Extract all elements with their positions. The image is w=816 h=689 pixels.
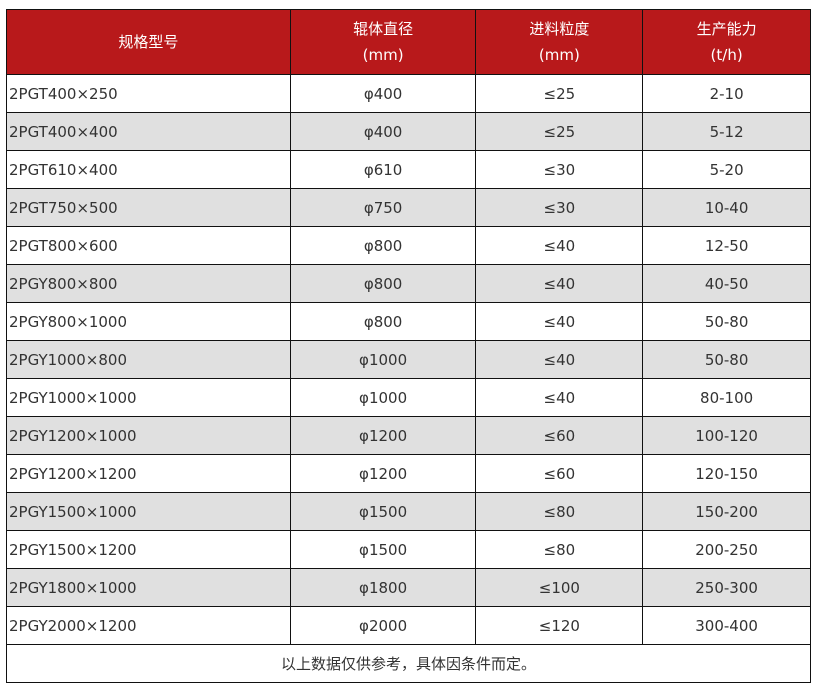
capacity-cell: 250-300 bbox=[642, 568, 811, 607]
header-text: (mm) bbox=[362, 46, 404, 64]
feed-size-cell: ≤25 bbox=[475, 112, 644, 151]
table-row: 2PGT400×250 φ400 ≤25 2-10 bbox=[6, 74, 811, 113]
feed-size-cell: ≤80 bbox=[475, 530, 644, 569]
feed-size-cell: ≤40 bbox=[475, 302, 644, 341]
diameter-cell: φ800 bbox=[289, 226, 477, 265]
diameter-cell: φ400 bbox=[289, 74, 477, 113]
model-cell: 2PGT750×500 bbox=[6, 188, 291, 227]
model-cell: 2PGT800×600 bbox=[6, 226, 291, 265]
model-cell: 2PGY800×800 bbox=[6, 264, 291, 303]
model-cell: 2PGT610×400 bbox=[6, 150, 291, 189]
model-cell: 2PGY1200×1200 bbox=[6, 454, 291, 493]
table-row: 2PGT400×400 φ400 ≤25 5-12 bbox=[6, 112, 811, 151]
diameter-cell: φ1000 bbox=[289, 340, 477, 379]
table-row: 2PGY1000×1000 φ1000 ≤40 80-100 bbox=[6, 378, 811, 417]
capacity-cell: 2-10 bbox=[642, 74, 811, 113]
diameter-cell: φ400 bbox=[289, 112, 477, 151]
feed-size-cell: ≤25 bbox=[475, 74, 644, 113]
table-row: 2PGT610×400 φ610 ≤30 5-20 bbox=[6, 150, 811, 189]
model-cell: 2PGY1800×1000 bbox=[6, 568, 291, 607]
model-cell: 2PGY1200×1000 bbox=[6, 416, 291, 455]
diameter-cell: φ800 bbox=[289, 302, 477, 341]
table-row: 2PGY1500×1000 φ1500 ≤80 150-200 bbox=[6, 492, 811, 531]
capacity-cell: 50-80 bbox=[642, 340, 811, 379]
table-row: 2PGY1200×1000 φ1200 ≤60 100-120 bbox=[6, 416, 811, 455]
diameter-cell: φ1800 bbox=[289, 568, 477, 607]
diameter-cell: φ2000 bbox=[289, 606, 477, 645]
feed-size-cell: ≤60 bbox=[475, 454, 644, 493]
table-row: 2PGY1800×1000 φ1800 ≤100 250-300 bbox=[6, 568, 811, 607]
column-header: 规格型号 bbox=[6, 9, 291, 75]
feed-size-cell: ≤100 bbox=[475, 568, 644, 607]
table-row: 2PGT800×600 φ800 ≤40 12-50 bbox=[6, 226, 811, 265]
column-header: 辊体直径 (mm) bbox=[289, 9, 477, 75]
capacity-cell: 150-200 bbox=[642, 492, 811, 531]
capacity-cell: 120-150 bbox=[642, 454, 811, 493]
capacity-cell: 40-50 bbox=[642, 264, 811, 303]
footer-note: 以上数据仅供参考，具体因条件而定。 bbox=[6, 644, 811, 683]
table-row: 2PGY800×800 φ800 ≤40 40-50 bbox=[6, 264, 811, 303]
feed-size-cell: ≤40 bbox=[475, 226, 644, 265]
capacity-cell: 80-100 bbox=[642, 378, 811, 417]
header-row: 规格型号 辊体直径 (mm) 进料粒度 (mm) 生产能力 (t/h) bbox=[6, 9, 811, 75]
capacity-cell: 100-120 bbox=[642, 416, 811, 455]
capacity-cell: 50-80 bbox=[642, 302, 811, 341]
header-text: 进料粒度 bbox=[529, 20, 590, 38]
capacity-cell: 5-12 bbox=[642, 112, 811, 151]
table-row: 2PGY1200×1200 φ1200 ≤60 120-150 bbox=[6, 454, 811, 493]
header-text: 生产能力 bbox=[696, 20, 757, 38]
diameter-cell: φ800 bbox=[289, 264, 477, 303]
diameter-cell: φ610 bbox=[289, 150, 477, 189]
table-row: 2PGY2000×1200 φ2000 ≤120 300-400 bbox=[6, 606, 811, 645]
table-row: 2PGY1500×1200 φ1500 ≤80 200-250 bbox=[6, 530, 811, 569]
column-header: 生产能力 (t/h) bbox=[642, 9, 811, 75]
header-text: 规格型号 bbox=[118, 33, 179, 51]
model-cell: 2PGY1500×1000 bbox=[6, 492, 291, 531]
diameter-cell: φ1000 bbox=[289, 378, 477, 417]
diameter-cell: φ1500 bbox=[289, 492, 477, 531]
diameter-cell: φ750 bbox=[289, 188, 477, 227]
table-row: 2PGY800×1000 φ800 ≤40 50-80 bbox=[6, 302, 811, 341]
spec-table: 规格型号 辊体直径 (mm) 进料粒度 (mm) 生产能力 (t/h) 2PGT400×25… bbox=[6, 9, 811, 683]
capacity-cell: 200-250 bbox=[642, 530, 811, 569]
model-cell: 2PGY1000×1000 bbox=[6, 378, 291, 417]
model-cell: 2PGY2000×1200 bbox=[6, 606, 291, 645]
model-cell: 2PGY1500×1200 bbox=[6, 530, 291, 569]
capacity-cell: 12-50 bbox=[642, 226, 811, 265]
feed-size-cell: ≤120 bbox=[475, 606, 644, 645]
header-text: (t/h) bbox=[710, 46, 743, 64]
column-header: 进料粒度 (mm) bbox=[475, 9, 644, 75]
diameter-cell: φ1200 bbox=[289, 454, 477, 493]
header-text: (mm) bbox=[538, 46, 580, 64]
feed-size-cell: ≤40 bbox=[475, 340, 644, 379]
capacity-cell: 300-400 bbox=[642, 606, 811, 645]
table-row: 2PGT750×500 φ750 ≤30 10-40 bbox=[6, 188, 811, 227]
table-row: 2PGY1000×800 φ1000 ≤40 50-80 bbox=[6, 340, 811, 379]
diameter-cell: φ1200 bbox=[289, 416, 477, 455]
feed-size-cell: ≤40 bbox=[475, 264, 644, 303]
model-cell: 2PGY1000×800 bbox=[6, 340, 291, 379]
header-text: 辊体直径 bbox=[353, 20, 414, 38]
diameter-cell: φ1500 bbox=[289, 530, 477, 569]
feed-size-cell: ≤60 bbox=[475, 416, 644, 455]
model-cell: 2PGY800×1000 bbox=[6, 302, 291, 341]
model-cell: 2PGT400×250 bbox=[6, 74, 291, 113]
feed-size-cell: ≤80 bbox=[475, 492, 644, 531]
feed-size-cell: ≤40 bbox=[475, 378, 644, 417]
feed-size-cell: ≤30 bbox=[475, 150, 644, 189]
capacity-cell: 5-20 bbox=[642, 150, 811, 189]
model-cell: 2PGT400×400 bbox=[6, 112, 291, 151]
capacity-cell: 10-40 bbox=[642, 188, 811, 227]
feed-size-cell: ≤30 bbox=[475, 188, 644, 227]
